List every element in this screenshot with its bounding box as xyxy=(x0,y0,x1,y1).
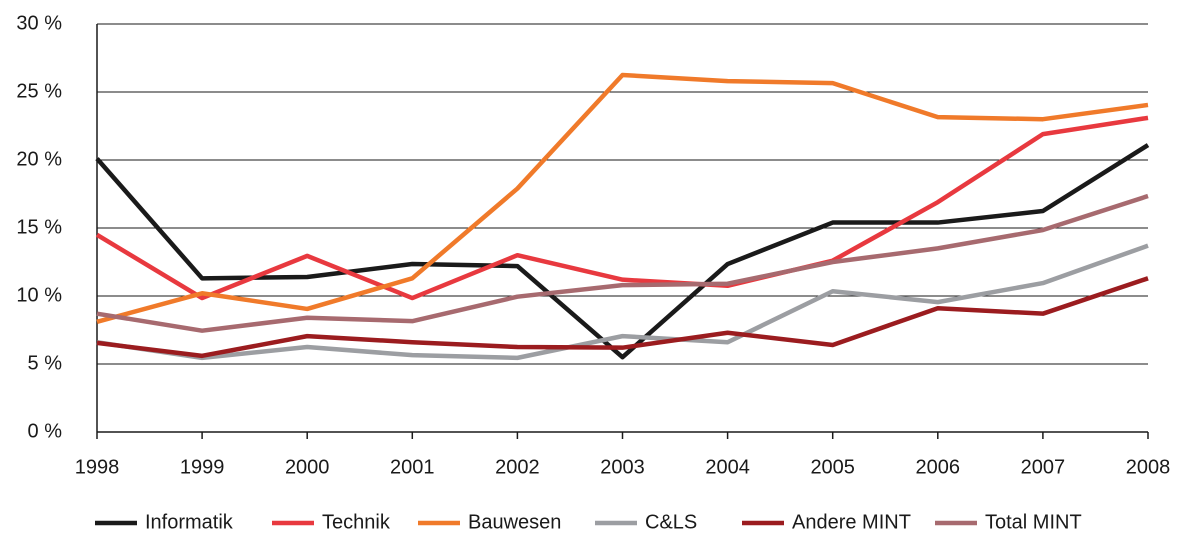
x-tick-label: 1999 xyxy=(180,456,225,478)
x-tick-label: 2006 xyxy=(916,456,961,478)
legend-label: Andere MINT xyxy=(792,511,911,533)
legend-label: Bauwesen xyxy=(468,511,561,533)
y-tick-label: 20 % xyxy=(16,148,62,170)
y-tick-label: 5 % xyxy=(28,352,63,374)
y-tick-label: 10 % xyxy=(16,284,62,306)
line-series xyxy=(96,276,1149,359)
line-series xyxy=(96,243,1149,361)
y-tick-label: 0 % xyxy=(28,420,63,442)
x-tick-label: 2005 xyxy=(810,456,855,478)
x-tick-label: 2004 xyxy=(705,456,750,478)
line-series xyxy=(96,72,1149,325)
line-series xyxy=(95,143,1150,360)
x-tick-label: 2002 xyxy=(495,456,540,478)
line-series xyxy=(95,115,1149,301)
x-tick-label: 2001 xyxy=(390,456,435,478)
line-series xyxy=(96,193,1149,333)
y-tick-label: 30 % xyxy=(16,12,62,34)
y-tick-label: 15 % xyxy=(16,216,62,238)
x-tick-label: 2000 xyxy=(285,456,330,478)
y-tick-label: 25 % xyxy=(16,80,62,102)
legend-label: Informatik xyxy=(145,511,234,533)
x-tick-label: 1998 xyxy=(75,456,120,478)
legend-label: Total MINT xyxy=(985,511,1082,533)
x-tick-label: 2008 xyxy=(1126,456,1171,478)
x-tick-label: 2007 xyxy=(1021,456,1066,478)
legend-label: C&LS xyxy=(645,511,697,533)
legend-label: Technik xyxy=(322,511,391,533)
x-tick-label: 2003 xyxy=(600,456,645,478)
